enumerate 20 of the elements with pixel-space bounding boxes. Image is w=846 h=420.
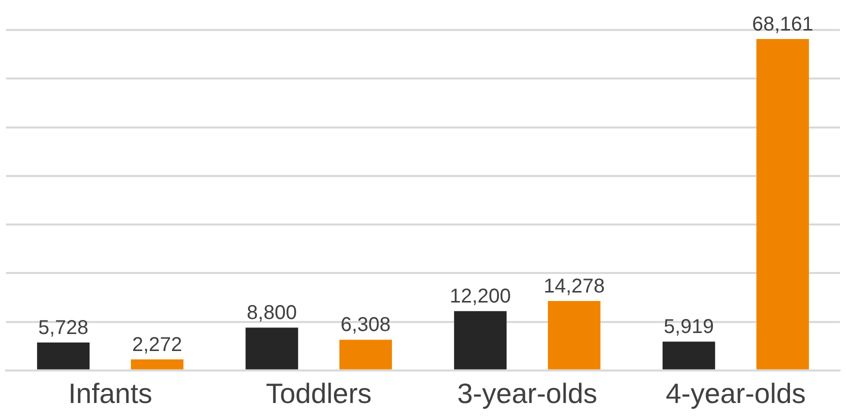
x-tick-label: Toddlers [266, 378, 372, 409]
bar [130, 359, 184, 370]
x-tick-label: 4-year-olds [666, 378, 806, 409]
bar [37, 342, 90, 370]
data-label: 14,278 [544, 275, 605, 298]
x-tick-label: 3-year-olds [457, 378, 598, 409]
bar [246, 328, 298, 370]
bar [662, 342, 716, 370]
data-label: 2,272 [132, 334, 182, 356]
bar [339, 340, 392, 370]
x-tick-label: Infants [68, 378, 152, 409]
bar [454, 311, 507, 370]
data-label: 6,308 [340, 314, 391, 336]
data-label: 68,161 [752, 13, 814, 36]
data-label: 5,919 [664, 316, 714, 338]
data-label: 5,728 [38, 317, 88, 340]
data-label: 8,800 [246, 302, 297, 324]
bar [756, 38, 809, 370]
data-label: 12,200 [450, 286, 511, 308]
bar [548, 300, 600, 370]
